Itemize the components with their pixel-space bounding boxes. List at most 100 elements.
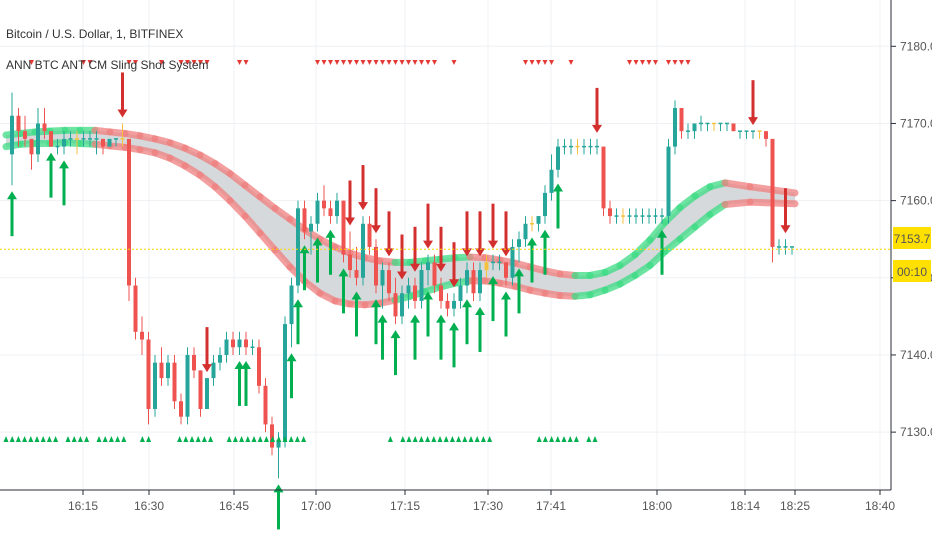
buy-marker [195,436,201,442]
buy-arrow-head [514,268,524,277]
candle-body [224,339,229,355]
sell-marker [373,60,379,65]
sell-marker [529,60,535,65]
buy-marker [437,436,443,442]
buy-marker [84,436,90,442]
buy-marker [34,436,40,442]
y-tick-label: 7130.0 [900,425,932,439]
sell-arrow-head [449,279,459,288]
candle-body [172,362,177,402]
buy-marker [294,436,300,442]
candle-body [166,362,170,379]
x-tick-label: 17:15 [390,499,420,513]
candle-body [666,146,671,217]
buy-arrow-head [410,314,420,323]
buy-marker [40,436,46,442]
buy-marker [487,436,493,442]
buy-arrow-head [241,360,251,369]
buy-marker [239,436,245,442]
buy-arrow-head [527,237,537,246]
sell-marker [198,60,203,65]
candle-body [764,131,768,139]
symbol-title[interactable]: Bitcoin / U.S. Dollar, 1, BITFINEX [6,27,183,41]
sell-marker [367,60,372,65]
candle-body [36,123,40,155]
sell-arrow-head [202,364,212,373]
candle-body [413,285,417,301]
buy-marker [115,436,121,442]
sell-marker [81,60,86,65]
sell-marker [679,60,684,65]
signal-markers [3,60,691,442]
y-tick-label: 7160.0 [900,194,932,208]
x-tick-label: 17:30 [473,499,503,513]
sell-marker [568,60,574,65]
buy-arrow-head [475,306,485,315]
sell-marker [406,60,411,65]
x-tick-label: 18:14 [730,499,760,513]
candle-body [29,138,34,155]
candle-body [380,270,385,286]
candle-body [367,223,372,247]
sell-arrow-head [436,263,446,272]
buy-marker [102,436,108,442]
ribbon-lower-segment [241,212,264,237]
sell-marker [633,60,639,65]
candle-body [276,439,281,448]
buy-marker [46,436,52,442]
buy-marker [251,436,257,442]
candle-body [770,138,775,247]
buy-marker [77,436,83,442]
sell-marker [523,60,528,65]
sell-marker [29,60,34,65]
sell-arrow-head [384,248,394,257]
candle-body [296,208,300,286]
candle-body [49,131,53,147]
buy-arrow-head [234,360,245,369]
sell-marker [399,60,405,65]
sell-marker [627,60,632,65]
x-tick-label: 18:25 [780,499,810,513]
candle-body [510,246,515,278]
buy-marker [406,436,412,442]
buy-marker [431,436,437,442]
candle-body [289,285,294,325]
buy-marker [586,436,592,442]
buy-marker [462,436,468,442]
indicator-title[interactable]: ANN BTC ANT CM Sling Shot System [6,58,209,72]
buy-marker [28,436,34,442]
sell-marker [419,60,424,65]
candle-body [146,339,151,409]
buy-marker [561,436,567,442]
candle-body [426,262,430,271]
x-axis[interactable]: 16:15 16:30 16:45 17:00 17:15 17:30 17:41 18:00… [68,490,895,513]
buy-marker [425,436,431,442]
buy-marker [232,436,238,442]
buy-arrow-head [449,322,459,331]
buy-arrow-head [377,314,388,323]
sell-marker [542,60,548,65]
buy-arrow-head [7,191,17,200]
buy-marker [276,436,282,442]
candle-body [400,293,404,317]
buy-marker [412,436,418,442]
candle-body [159,362,164,379]
buy-marker [96,436,102,442]
sell-marker [321,60,327,65]
candle-body [244,339,248,348]
sell-marker [341,60,346,65]
buy-marker [418,436,424,442]
sell-arrow-head [748,117,758,126]
x-tick-label: 16:45 [219,499,249,513]
candle-body [133,285,138,332]
buy-arrow-head [338,268,349,277]
candle-body [322,200,326,209]
sell-arrow-head [117,109,128,118]
candle-body [153,362,157,409]
candle-body [673,108,677,147]
sell-arrow-head [358,202,368,211]
buy-marker [146,436,152,442]
buy-arrow-head [423,291,433,300]
candle-body [42,123,47,132]
